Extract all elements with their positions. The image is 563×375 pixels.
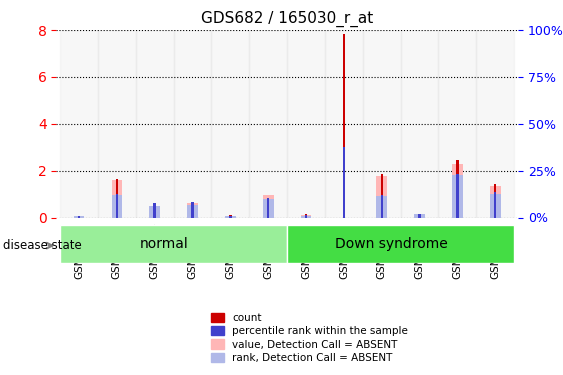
Bar <box>439 30 476 217</box>
Bar <box>418 215 421 217</box>
Bar <box>490 194 501 217</box>
Bar <box>74 216 84 217</box>
Bar <box>154 205 156 218</box>
Bar <box>414 214 425 217</box>
Bar <box>305 215 307 217</box>
Bar <box>287 30 325 217</box>
Bar <box>173 30 212 217</box>
Bar <box>187 205 198 218</box>
Bar <box>363 30 401 217</box>
Bar <box>325 30 363 217</box>
Bar <box>305 214 307 217</box>
Bar <box>343 33 345 218</box>
Bar <box>494 192 497 217</box>
Bar <box>301 216 311 217</box>
Bar <box>60 30 98 217</box>
Text: Down syndrome: Down syndrome <box>335 237 448 251</box>
Bar <box>287 30 325 217</box>
Bar <box>267 198 270 217</box>
Bar <box>136 30 173 217</box>
Legend: count, percentile rank within the sample, value, Detection Call = ABSENT, rank, : count, percentile rank within the sample… <box>208 309 411 366</box>
Bar <box>154 203 156 217</box>
Bar <box>363 30 401 217</box>
Bar <box>149 206 160 218</box>
Bar <box>249 30 287 217</box>
Bar <box>249 30 287 217</box>
Bar <box>381 174 383 217</box>
Bar <box>452 176 463 217</box>
Bar <box>225 216 236 217</box>
Bar <box>136 30 173 217</box>
Bar <box>476 30 514 217</box>
Bar <box>212 30 249 217</box>
Bar <box>414 216 425 217</box>
Bar <box>267 210 270 218</box>
Bar <box>494 183 497 218</box>
Bar <box>456 174 459 217</box>
Bar <box>456 160 459 218</box>
Bar <box>98 30 136 217</box>
Bar <box>377 177 387 218</box>
Bar <box>476 30 514 217</box>
Bar <box>98 30 136 217</box>
Bar <box>212 30 249 217</box>
Bar <box>325 30 363 217</box>
Title: GDS682 / 165030_r_at: GDS682 / 165030_r_at <box>201 11 373 27</box>
Bar <box>191 202 194 217</box>
Bar <box>401 30 439 217</box>
Bar <box>301 214 311 217</box>
Bar <box>173 30 212 217</box>
Bar <box>263 195 274 217</box>
Bar <box>78 216 80 217</box>
Bar <box>115 194 118 217</box>
Text: disease state: disease state <box>3 239 82 252</box>
Bar <box>452 164 463 218</box>
Bar <box>381 195 383 217</box>
Bar <box>74 216 84 217</box>
Bar <box>377 196 387 217</box>
Bar <box>149 206 160 218</box>
Text: normal: normal <box>140 237 189 251</box>
Bar <box>225 216 236 217</box>
Bar <box>401 30 439 217</box>
Bar <box>111 195 122 217</box>
Bar <box>229 216 231 217</box>
Bar <box>263 199 274 217</box>
FancyBboxPatch shape <box>287 225 514 262</box>
Bar <box>191 202 194 217</box>
Bar <box>187 203 198 217</box>
Bar <box>418 214 421 217</box>
Bar <box>229 215 231 217</box>
Bar <box>439 30 476 217</box>
Bar <box>111 180 122 218</box>
Bar <box>78 216 80 217</box>
FancyBboxPatch shape <box>60 225 287 262</box>
Bar <box>60 30 98 217</box>
Bar <box>343 147 345 218</box>
Bar <box>115 179 118 218</box>
Bar <box>490 186 501 218</box>
